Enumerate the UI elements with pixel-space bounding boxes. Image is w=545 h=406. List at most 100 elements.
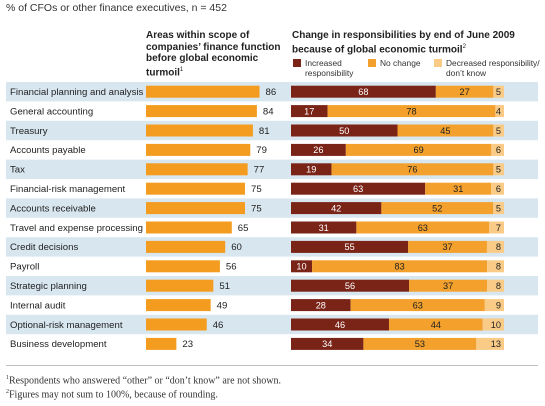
stack-segment-decreased — [482, 318, 504, 331]
scope-value-label: 49 — [217, 300, 228, 311]
left-panel-header-note: 1 — [179, 66, 184, 73]
stack-segment-increased-label: 28 — [316, 300, 326, 310]
stack-segment-no-change-label: 69 — [413, 145, 423, 155]
stack-segment-no-change — [350, 299, 485, 312]
stack-segment-no-change — [425, 182, 492, 195]
stack-segment-increased — [291, 143, 346, 156]
scope-bar — [146, 279, 214, 292]
stack-segment-no-change-label: 27 — [459, 87, 469, 97]
stack-segment-decreased-label: 8 — [496, 242, 501, 252]
footnote-2-text: Figures may not sum to 100%, because of … — [9, 389, 218, 401]
scope-value-label: 79 — [256, 145, 267, 156]
stack-segment-increased — [291, 299, 351, 312]
scope-bar — [146, 299, 211, 312]
scope-bar — [146, 202, 245, 215]
category-label: Accounts receivable — [10, 203, 96, 214]
stack-segment-no-change — [381, 202, 494, 215]
scope-bar — [146, 85, 260, 98]
stack-segment-increased — [291, 240, 409, 253]
stack-segment-increased — [291, 124, 398, 137]
scope-value-label: 65 — [238, 223, 249, 234]
legend-label-increased: Increased responsibility — [305, 58, 354, 78]
stack-segment-increased — [291, 202, 382, 215]
stack-segment-decreased-label: 5 — [496, 87, 501, 97]
scope-value-label: 60 — [231, 242, 242, 253]
stack-segment-decreased — [487, 260, 504, 273]
legend-label-no-change: No change — [380, 58, 421, 68]
stack-segment-no-change — [363, 337, 477, 350]
stack-segment-decreased — [476, 337, 504, 350]
stack-segment-no-change — [327, 105, 496, 118]
scope-value-label: 75 — [251, 203, 262, 214]
scope-value-label: 51 — [219, 281, 230, 292]
category-label: Treasury — [10, 126, 48, 137]
chart-subtitle: % of CFOs or other finance executives, n… — [6, 2, 227, 14]
stack-segment-no-change-label: 52 — [432, 203, 442, 213]
stack-segment-increased-label: 68 — [358, 87, 368, 97]
footnote-1-text: Respondents who answered “other” or “don… — [9, 375, 281, 387]
footnote-1-mark: 1 — [6, 375, 9, 381]
stack-segment-increased-label: 50 — [339, 126, 349, 136]
stack-segment-no-change-label: 53 — [415, 339, 425, 349]
stack-segment-increased-label: 31 — [319, 223, 329, 233]
scope-bar — [146, 124, 253, 137]
scope-bar — [146, 337, 177, 350]
stack-segment-decreased-label: 7 — [496, 223, 501, 233]
stack-segment-increased — [291, 85, 436, 98]
scope-bar — [146, 221, 232, 234]
stack-segment-decreased-label: 8 — [496, 281, 501, 291]
legend-swatch-no-change — [368, 59, 376, 67]
stack-segment-no-change — [312, 260, 488, 273]
right-panel-header: Change in responsibilities by end of Jun… — [292, 30, 517, 55]
stack-segment-increased — [291, 182, 426, 195]
stack-segment-decreased — [495, 105, 504, 118]
stack-segment-decreased — [493, 124, 504, 137]
stack-segment-decreased — [493, 163, 504, 176]
stack-segment-no-change — [331, 163, 494, 176]
right-panel-header-text: Change in responsibilities by end of Jun… — [292, 30, 515, 55]
stack-segment-decreased-label: 10 — [491, 320, 501, 330]
stack-segment-no-change — [409, 279, 488, 292]
category-label: Business development — [10, 339, 107, 350]
stack-segment-no-change-label: 37 — [443, 281, 453, 291]
scope-bar — [146, 240, 226, 253]
scope-value-label: 81 — [259, 126, 270, 137]
stack-segment-decreased — [493, 85, 504, 98]
stack-segment-no-change-label: 78 — [406, 106, 416, 116]
stack-segment-decreased — [486, 240, 504, 253]
stack-segment-increased-label: 34 — [322, 339, 332, 349]
stack-segment-no-change-label: 63 — [413, 300, 423, 310]
footnote-2-mark: 2 — [6, 389, 9, 395]
stack-segment-increased-label: 55 — [344, 242, 354, 252]
category-label: Internal audit — [10, 300, 66, 311]
scope-value-label: 86 — [266, 87, 277, 98]
stack-segment-increased-label: 42 — [331, 203, 341, 213]
footnote-2: 2Figures may not sum to 100%, because of… — [6, 389, 218, 400]
category-label: Credit decisions — [10, 242, 78, 253]
left-panel-header-text: Areas within scope of companies’ finance… — [146, 30, 281, 78]
stack-segment-decreased-label: 5 — [496, 126, 501, 136]
category-label: Payroll — [10, 262, 39, 273]
scope-value-label: 75 — [251, 184, 262, 195]
stack-segment-decreased-label: 4 — [496, 106, 501, 116]
scope-value-label: 56 — [226, 262, 237, 273]
right-panel-header-note: 2 — [462, 43, 466, 50]
category-label: Accounts payable — [10, 145, 86, 156]
scope-bar — [146, 260, 220, 273]
stack-segment-increased — [291, 163, 332, 176]
stack-segment-increased — [291, 337, 364, 350]
category-label: Financial planning and analysis — [10, 87, 144, 98]
stack-segment-increased-label: 56 — [345, 281, 355, 291]
stack-segment-decreased-label: 9 — [496, 300, 501, 310]
category-label: Optional-risk management — [10, 320, 123, 331]
category-label: Strategic planning — [10, 281, 87, 292]
scope-bar — [146, 105, 257, 118]
stack-segment-increased-label: 63 — [353, 184, 363, 194]
stack-segment-decreased-label: 8 — [496, 262, 501, 272]
stack-segment-no-change — [356, 221, 490, 234]
stack-segment-decreased-label: 13 — [491, 339, 501, 349]
stack-segment-no-change — [435, 85, 494, 98]
stack-segment-decreased — [487, 279, 504, 292]
stack-segment-decreased — [484, 299, 504, 312]
stack-segment-increased-label: 19 — [306, 165, 316, 175]
